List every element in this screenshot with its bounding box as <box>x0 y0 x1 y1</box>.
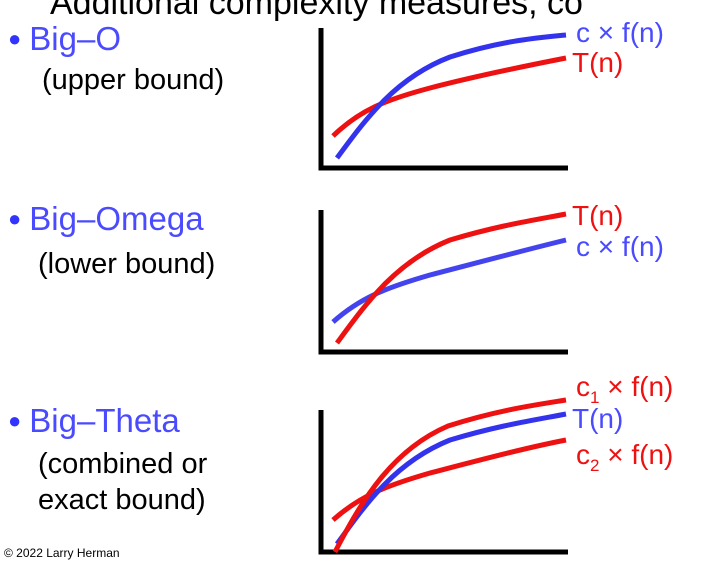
big-theta-plot: c1 × f(n) T(n) c2 × f(n) <box>318 371 673 555</box>
big-o-description: (upper bound) <box>42 64 225 96</box>
copyright-footer: © 2022 Larry Herman <box>4 546 120 560</box>
big-theta-axes <box>318 410 568 555</box>
big-o-plot: c × f(n) T(n) <box>318 17 664 171</box>
big-theta-bullet-row: ● Big–Theta <box>8 402 180 440</box>
big-o-tn-curve <box>331 55 567 138</box>
slide-title: Additional complexity measures, co <box>50 0 583 22</box>
big-theta-c2fn-label: c2 × f(n) <box>576 439 673 475</box>
big-omega-cfn-label: c × f(n) <box>576 231 664 262</box>
big-o-cfn-curve <box>334 32 567 160</box>
big-theta-c2fn-curve <box>331 437 567 522</box>
big-theta-c1fn-label: c1 × f(n) <box>576 371 673 407</box>
big-omega-axes <box>318 210 568 355</box>
big-o-tn-label: T(n) <box>572 47 623 78</box>
big-theta-description-line1: (combined or <box>38 448 208 480</box>
big-omega-bullet-row: ● Big–Omega <box>8 200 204 238</box>
bullet-icon: ● <box>8 26 22 51</box>
big-o-axes <box>318 28 568 171</box>
big-theta-tn-label: T(n) <box>572 403 623 434</box>
big-o-cfn-label: c × f(n) <box>576 17 664 48</box>
big-omega-description: (lower bound) <box>38 248 216 280</box>
big-theta-heading: Big–Theta <box>29 402 180 439</box>
big-omega-heading: Big–Omega <box>29 200 204 237</box>
big-omega-tn-label: T(n) <box>572 200 623 231</box>
big-theta-description-line2: exact bound) <box>38 484 206 516</box>
bullet-icon: ● <box>8 206 22 231</box>
big-omega-tn-curve <box>334 211 567 345</box>
big-o-heading: Big–O <box>29 20 122 57</box>
bullet-icon: ● <box>8 408 22 433</box>
big-omega-plot: T(n) c × f(n) <box>318 200 664 355</box>
big-theta-tn-curve <box>334 411 567 546</box>
big-omega-cfn-curve <box>331 237 567 324</box>
big-theta-c1fn-curve <box>332 397 567 554</box>
big-o-bullet-row: ● Big–O <box>8 20 121 58</box>
